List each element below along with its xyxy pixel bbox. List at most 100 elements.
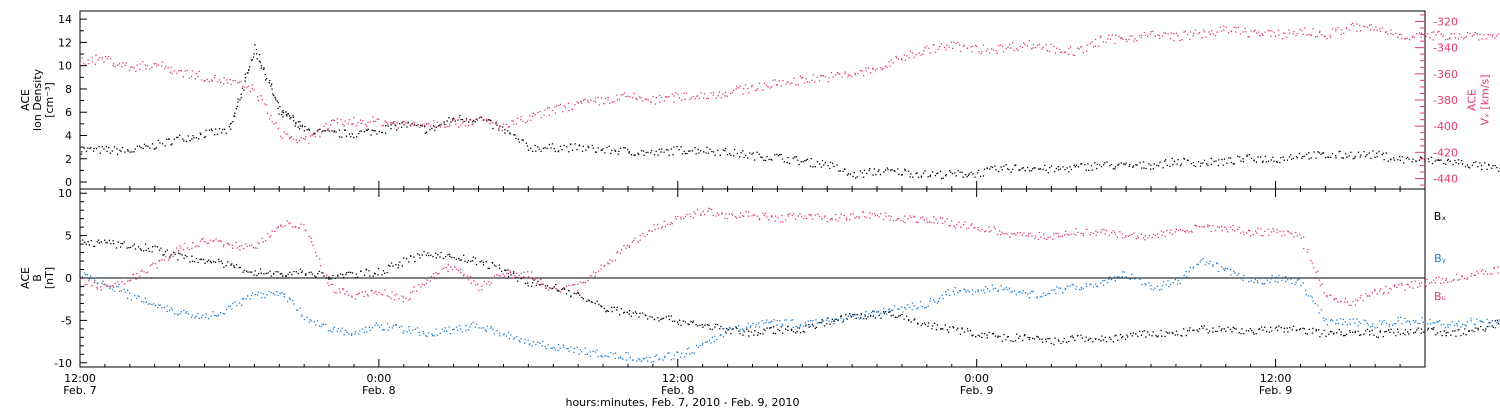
data-point [816,322,819,324]
data-point [1122,271,1124,273]
data-point [158,260,160,262]
data-point [893,170,895,172]
data-point [1375,336,1378,338]
data-point [1314,303,1316,305]
data-point [325,323,327,325]
data-point [556,105,558,107]
data-point [1070,336,1072,338]
data-point [351,272,354,274]
data-point [1290,278,1292,280]
data-point [136,64,138,66]
data-point [1135,164,1137,166]
data-point [523,276,525,278]
data-point [1131,35,1133,37]
data-point [689,98,691,101]
data-point [638,96,641,98]
data-point [1021,292,1023,294]
data-point [177,249,180,252]
data-point [1133,40,1135,42]
data-point [882,68,884,70]
data-point [673,101,675,103]
data-point [670,148,673,150]
data-point [1357,299,1359,302]
data-point [931,328,933,330]
data-point [210,262,212,264]
data-point [447,270,449,272]
data-point [143,250,145,252]
data-point [697,148,699,151]
data-point [274,230,276,232]
data-point [322,272,324,274]
data-point [132,274,134,276]
data-point [1230,274,1232,276]
data-point [742,334,744,336]
data-point [163,259,166,261]
data-point [96,241,98,243]
data-point [1064,169,1066,171]
data-point [885,215,887,217]
data-point [422,330,424,333]
data-point [156,246,159,248]
data-point [439,126,442,128]
data-point [628,246,630,248]
data-point [1357,330,1359,332]
data-point [609,259,611,261]
data-point [1299,28,1301,31]
data-point [862,318,864,320]
data-point [1068,340,1070,343]
data-point [818,80,821,82]
data-point [440,123,442,125]
data-point [132,245,134,247]
data-point [843,318,845,320]
data-point [505,269,507,271]
data-point [1169,165,1171,168]
data-point [243,297,245,300]
data-point [614,150,617,152]
data-point [347,294,349,296]
data-point [134,294,136,297]
data-point [1011,233,1013,235]
data-point [356,136,358,138]
data-point [1108,34,1110,36]
data-point [1011,291,1014,293]
data-point [967,174,970,176]
data-point [108,285,111,288]
data-point [1166,164,1168,167]
data-point [1308,33,1310,36]
data-point [966,176,968,178]
data-point [128,280,131,282]
data-point [1283,331,1285,333]
data-point [798,327,800,329]
data-point [1464,165,1467,168]
data-point [957,327,959,329]
data-point [553,286,555,288]
data-point [368,326,370,328]
data-point [271,83,273,85]
data-point [194,246,196,248]
data-point [391,327,393,329]
data-point [1028,338,1030,340]
data-point [600,149,602,151]
data-point [460,118,462,121]
data-point [1386,33,1389,35]
data-point [634,311,637,313]
data-point [1303,236,1305,238]
data-point [894,170,896,172]
data-point [828,320,830,322]
data-point [935,218,937,221]
data-point [945,175,947,177]
data-point [117,281,119,283]
data-point [557,151,559,153]
data-point [654,228,656,231]
data-point [1169,232,1171,234]
data-point [1197,263,1199,266]
data-point [1235,328,1237,330]
data-point [619,356,622,358]
data-point [417,123,419,125]
data-point [772,332,774,334]
data-point [1005,164,1007,166]
data-point [989,168,991,170]
data-point [1226,162,1228,164]
data-point [678,149,680,151]
data-point [870,311,873,314]
